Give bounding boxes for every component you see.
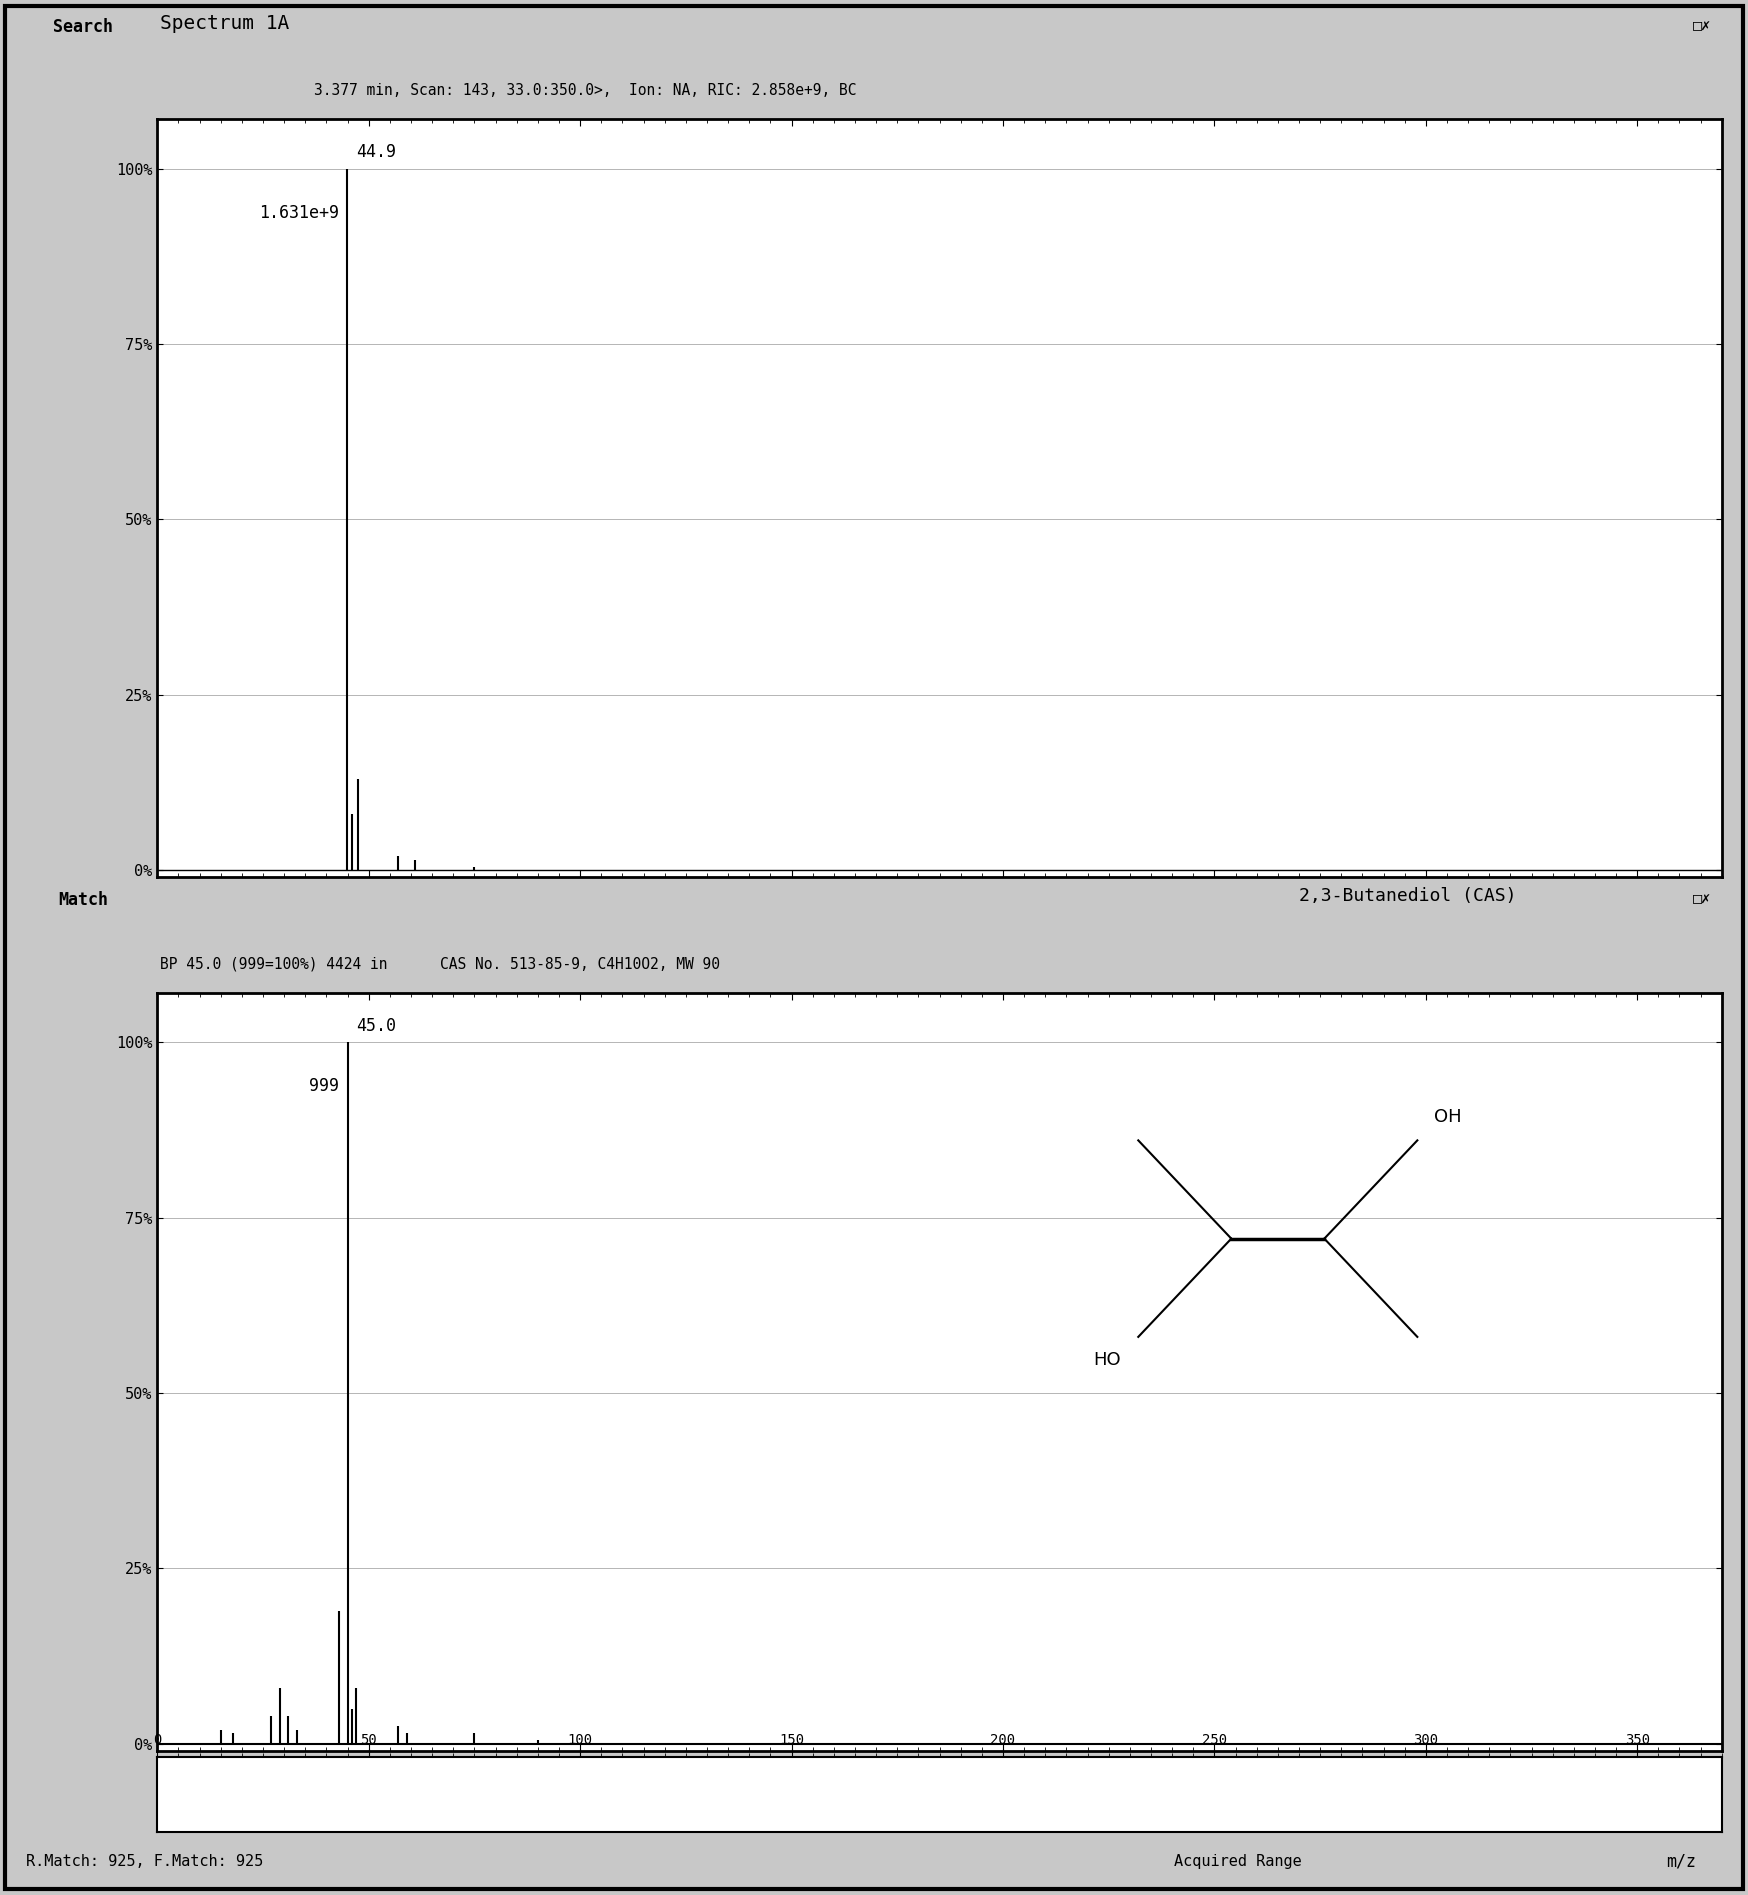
Text: m/z: m/z: [1666, 1853, 1696, 1870]
Text: R.Match: 925, F.Match: 925: R.Match: 925, F.Match: 925: [26, 1855, 264, 1868]
Text: Spectrum 1A: Spectrum 1A: [161, 13, 290, 32]
Text: OH: OH: [1435, 1109, 1461, 1126]
Text: 45.0: 45.0: [357, 1018, 397, 1035]
Text: Search: Search: [52, 17, 114, 36]
Text: □✗: □✗: [1692, 891, 1711, 906]
Text: 999: 999: [309, 1076, 339, 1095]
Text: 2,3-Butanediol (CAS): 2,3-Butanediol (CAS): [1299, 887, 1517, 906]
Text: Match: Match: [58, 891, 108, 910]
Text: Acquired Range: Acquired Range: [1173, 1855, 1301, 1868]
Text: □✗: □✗: [1692, 17, 1711, 32]
Text: 1.631e+9: 1.631e+9: [259, 203, 339, 222]
Text: BP 45.0 (999=100%) 4424 in      CAS No. 513-85-9, C4H10O2, MW 90: BP 45.0 (999=100%) 4424 in CAS No. 513-8…: [161, 957, 720, 972]
Text: 44.9: 44.9: [355, 144, 395, 161]
Text: HO: HO: [1094, 1351, 1122, 1368]
Text: 3.377 min, Scan: 143, 33.0:350.0>,  Ion: NA, RIC: 2.858e+9, BC: 3.377 min, Scan: 143, 33.0:350.0>, Ion: …: [315, 83, 857, 99]
